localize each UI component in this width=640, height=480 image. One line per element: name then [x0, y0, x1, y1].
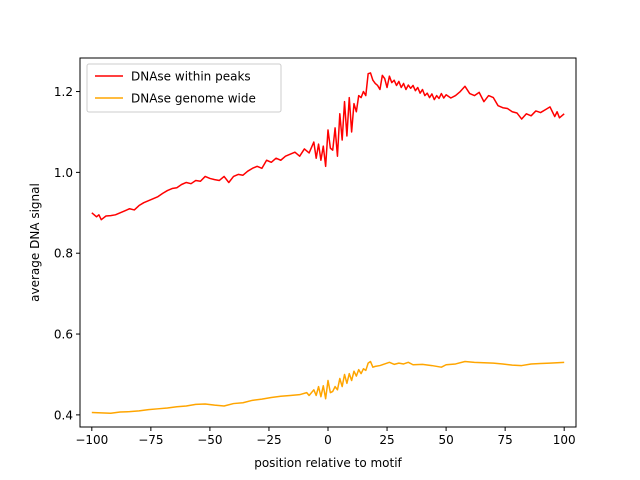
y-axis: 0.4 0.6 0.8 1.0 1.2 — [54, 85, 80, 422]
y-tick-label: 0.8 — [54, 247, 73, 261]
x-tick-label: 75 — [498, 433, 513, 447]
series-line-within-peaks — [91, 72, 565, 221]
x-tick-label: −75 — [138, 433, 163, 447]
series-line-genome-wide — [91, 360, 565, 415]
y-tick-label: 0.6 — [54, 328, 73, 342]
x-axis: −100 −75 −50 −25 0 25 50 75 100 — [75, 427, 576, 447]
x-axis-label: position relative to motif — [254, 456, 402, 470]
x-tick-label: 0 — [324, 433, 332, 447]
legend-label-within-peaks: DNAse within peaks — [131, 70, 251, 84]
y-tick-label: 1.2 — [54, 85, 73, 99]
x-tick-label: −25 — [256, 433, 281, 447]
legend-label-genome-wide: DNAse genome wide — [131, 92, 256, 106]
y-tick-label: 0.4 — [54, 408, 73, 422]
x-tick-label: −100 — [75, 433, 108, 447]
x-tick-label: 25 — [379, 433, 394, 447]
legend-box — [86, 63, 282, 113]
x-tick-label: 50 — [438, 433, 453, 447]
series-layer — [91, 72, 565, 415]
x-tick-label: 100 — [553, 433, 576, 447]
y-axis-label: average DNA signal — [28, 183, 42, 302]
y-tick-label: 1.0 — [54, 166, 73, 180]
x-tick-label: −50 — [197, 433, 222, 447]
legend: DNAse within peaks DNAse genome wide — [86, 63, 282, 113]
